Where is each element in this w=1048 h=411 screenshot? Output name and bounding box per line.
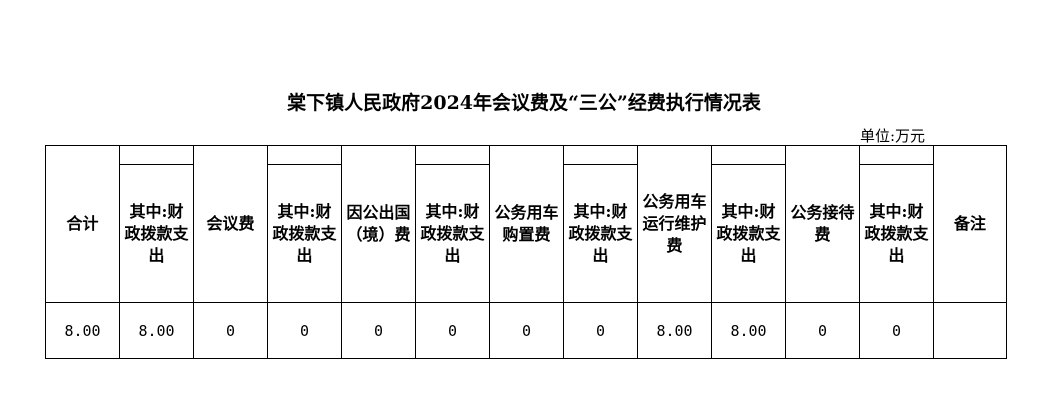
header-cell: 公务用车运行维护费 bbox=[637, 145, 712, 303]
page-title: 棠下镇人民政府2024年会议费及“三公”经费执行情况表 bbox=[287, 92, 761, 114]
header-cell: 合计 bbox=[45, 145, 120, 303]
header-cell: 因公出国（境）费 bbox=[341, 145, 416, 303]
table-top-border bbox=[45, 145, 1007, 146]
header-cell-sub: 其中:财政拨款支出 bbox=[859, 164, 934, 303]
data-cell: 0 bbox=[415, 302, 490, 359]
data-cell: 8.00 bbox=[119, 302, 194, 359]
header-cell-sub: 其中:财政拨款支出 bbox=[267, 164, 342, 303]
data-cell: 0 bbox=[785, 302, 860, 359]
unit-label: 单位:万元 bbox=[860, 127, 926, 145]
header-cell: 公务接待费 bbox=[785, 145, 860, 303]
data-cell bbox=[933, 302, 1007, 359]
data-cell: 0 bbox=[489, 302, 564, 359]
header-cell-sub: 其中:财政拨款支出 bbox=[563, 164, 638, 303]
header-cell: 公务用车购置费 bbox=[489, 145, 564, 303]
header-cell: 备注 bbox=[933, 145, 1007, 303]
data-cell: 0 bbox=[267, 302, 342, 359]
data-cell: 8.00 bbox=[637, 302, 712, 359]
header-cell-sub: 其中:财政拨款支出 bbox=[415, 164, 490, 303]
data-cell: 8.00 bbox=[711, 302, 786, 359]
data-cell: 0 bbox=[341, 302, 416, 359]
header-cell-sub: 其中:财政拨款支出 bbox=[119, 164, 194, 303]
header-cell-sub: 其中:财政拨款支出 bbox=[711, 164, 786, 303]
data-cell: 8.00 bbox=[45, 302, 120, 359]
data-cell: 0 bbox=[193, 302, 268, 359]
data-cell: 0 bbox=[859, 302, 934, 359]
header-cell: 会议费 bbox=[193, 145, 268, 303]
data-cell: 0 bbox=[563, 302, 638, 359]
